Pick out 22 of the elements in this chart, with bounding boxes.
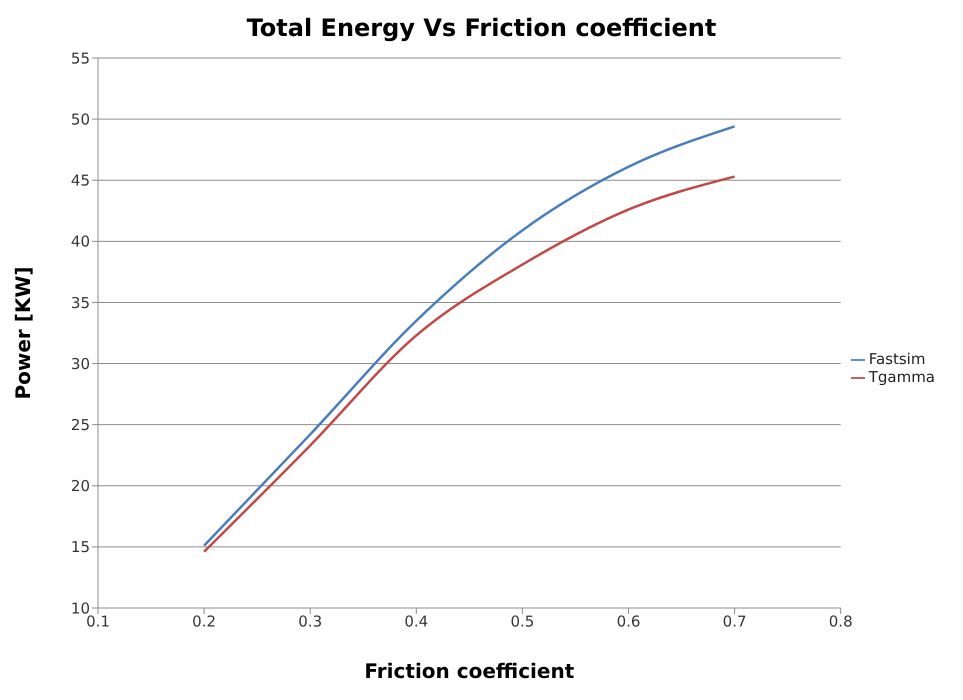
x-tick-label: 0.5 [510,612,534,631]
x-tick-label: 0.4 [404,612,428,631]
y-tick-label: 20 [70,477,90,496]
y-tick-label: 15 [70,538,90,556]
y-axis-title: Power [KW] [11,266,36,400]
x-axis-title: Friction coefficient [364,659,575,683]
y-tick-label: 30 [70,354,90,373]
y-tick-label: 35 [70,294,90,312]
x-tick-label: 0.2 [192,612,216,631]
y-tick-label: 50 [70,110,90,128]
x-tick-label: 0.7 [722,612,747,631]
x-tick-label: 0.1 [86,612,110,631]
y-tick-label: 40 [70,232,90,251]
x-tick-label: 0.6 [616,612,640,631]
chart-title: Total Energy Vs Friction coefficient [246,13,718,44]
legend-label: Tgamma [868,368,935,386]
y-tick-label: 25 [70,416,90,434]
x-tick-label: 0.3 [298,612,322,631]
x-tick-label: 0.8 [828,612,853,631]
y-tick-label: 55 [70,49,90,68]
legend-label: Fastsim [868,350,926,368]
y-tick-label: 45 [70,172,90,190]
